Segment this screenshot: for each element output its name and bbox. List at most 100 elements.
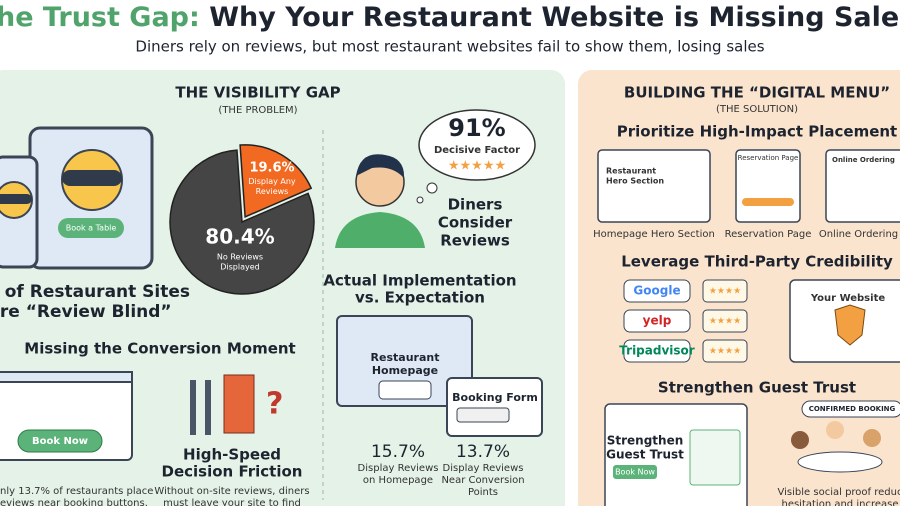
section-heading: THE VISIBILITY GAP xyxy=(175,84,340,102)
stars: ★★★★ xyxy=(709,287,741,297)
slice-value: 19.6% xyxy=(249,161,294,176)
stat-caption: Display Reviews xyxy=(358,463,439,474)
title: he Trust Gap: Why Your Restaurant Websit… xyxy=(0,2,899,33)
mock-label: Strengthen xyxy=(607,434,684,448)
section-heading: Strengthen Guest Trust xyxy=(658,379,856,397)
logo: yelp xyxy=(643,314,672,328)
section-heading: Leverage Third-Party Credibility xyxy=(621,253,893,271)
button-label: Book Now xyxy=(32,436,88,447)
booking-form xyxy=(446,377,543,437)
mock-label: Guest Trust xyxy=(606,448,684,462)
stars: ★★★★★ xyxy=(448,159,506,174)
thumb-caption: Homepage Hero Section xyxy=(593,229,715,240)
caption-line: must leave your site to find xyxy=(163,498,301,506)
stat-caption: Near Conversion xyxy=(441,475,524,486)
mock-label: Booking Form xyxy=(452,391,538,404)
stars: ★★★★ xyxy=(709,347,741,357)
review-box xyxy=(702,339,748,363)
book-button xyxy=(58,218,124,238)
thought-dot xyxy=(416,196,424,204)
caption-line: Visible social proof reduc xyxy=(778,487,900,498)
thought-bubble xyxy=(418,109,536,181)
confirmed-badge xyxy=(801,400,900,418)
slice-label: Displayed xyxy=(220,263,260,272)
fork xyxy=(190,380,196,435)
reserve-button xyxy=(742,198,794,206)
logo: Google xyxy=(633,284,680,298)
pie-slice xyxy=(239,144,313,218)
button-label: Book a Table xyxy=(66,224,117,233)
diners-line: Reviews xyxy=(440,232,510,250)
stat-caption: Display Reviews xyxy=(443,463,524,474)
trust-button[interactable] xyxy=(613,465,657,479)
title-rest: Why Your Restaurant Website is Missing S… xyxy=(200,2,899,33)
logo-pill xyxy=(623,339,691,363)
section-subheading: (THE PROBLEM) xyxy=(218,105,297,116)
diner xyxy=(791,431,809,449)
book-now-button[interactable] xyxy=(17,429,103,453)
thumb-caption: Reservation Page xyxy=(725,229,812,240)
heading-line: Actual Implementation xyxy=(323,272,516,290)
knife xyxy=(205,380,211,435)
shield xyxy=(834,304,866,346)
mock-label: Restaurant xyxy=(371,351,440,364)
stat-value: 15.7% xyxy=(371,442,425,462)
person-hair xyxy=(356,154,405,178)
subtitle: Diners rely on reviews, but most restaur… xyxy=(135,38,764,56)
caption-line: eviews near booking buttons. xyxy=(0,498,148,506)
mock-label: Reservation Page xyxy=(738,154,799,162)
brick-wall xyxy=(223,374,255,434)
table xyxy=(797,451,883,473)
review-card xyxy=(689,429,741,486)
slice-label: Reviews xyxy=(256,187,289,196)
logo-pill xyxy=(623,309,691,333)
hero-thumbnail xyxy=(597,149,711,223)
button-label: Book Now xyxy=(615,468,655,477)
mock-label: Online Ordering xyxy=(832,156,895,164)
slice-value: 80.4% xyxy=(205,225,274,249)
question-mark: ? xyxy=(266,387,283,422)
thumb-caption: Online Ordering Sc xyxy=(819,229,900,240)
homepage-browser xyxy=(336,315,473,407)
review-box xyxy=(702,309,748,333)
heading-line: Decision Friction xyxy=(162,463,303,481)
caption-line: Without on-site reviews, diners xyxy=(154,486,309,497)
logo-pill xyxy=(623,279,691,303)
ordering-thumbnail xyxy=(825,149,900,223)
review-chip xyxy=(378,380,432,400)
review-box xyxy=(702,279,748,303)
person-body xyxy=(335,212,425,248)
stat-line: are “Review Blind” xyxy=(0,302,172,322)
browser-bar xyxy=(0,371,133,383)
bubble-value: 91% xyxy=(448,114,505,142)
diners-line: Consider xyxy=(438,214,513,232)
section-heading: Missing the Conversion Moment xyxy=(24,340,295,358)
logo: Tripadvisor xyxy=(619,344,694,358)
stat-caption: on Homepage xyxy=(363,475,433,486)
caption-line: hesitation and increase xyxy=(781,499,898,506)
blindfold xyxy=(0,194,32,204)
review-chip xyxy=(456,407,510,423)
diners-line: Diners xyxy=(448,196,503,214)
stat-line: 0% of Restaurant Sites xyxy=(0,282,190,302)
thought-dot xyxy=(426,182,438,194)
heading-line: vs. Expectation xyxy=(355,289,485,307)
slice-label: Display Any xyxy=(248,177,296,186)
mock-label: Hero Section xyxy=(606,177,664,186)
stat-caption: Points xyxy=(468,487,498,498)
title-lead: he Trust Gap: xyxy=(0,2,200,33)
diner xyxy=(826,421,844,439)
mock-label: Restaurant xyxy=(606,167,656,176)
section-heading: BUILDING THE “DIGITAL MENU” xyxy=(624,84,890,102)
diner xyxy=(863,429,881,447)
stars: ★★★★ xyxy=(709,317,741,327)
section-heading: Prioritize High-Impact Placement xyxy=(617,123,897,141)
mock-label: Homepage xyxy=(372,364,438,377)
bubble-label: Decisive Factor xyxy=(434,145,520,156)
section-subheading: (THE SOLUTION) xyxy=(716,104,798,115)
pie-slice xyxy=(169,149,315,295)
badge-label: CONFIRMED BOOKING xyxy=(809,405,896,413)
blindfold xyxy=(62,170,122,186)
stat-value: 13.7% xyxy=(456,442,510,462)
